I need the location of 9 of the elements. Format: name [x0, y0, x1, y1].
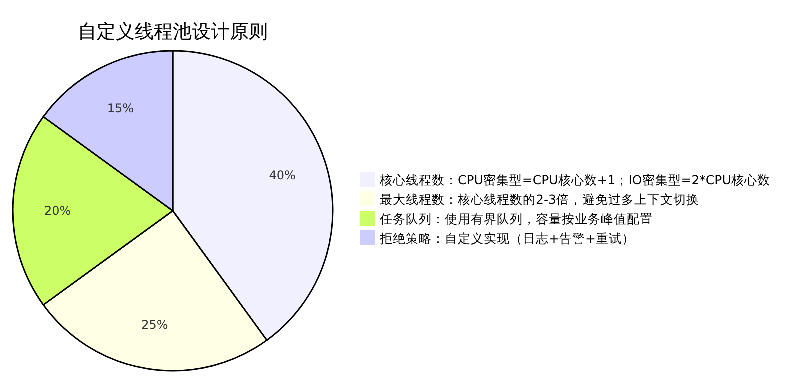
chart-title: 自定义线程池设计原则 [78, 21, 268, 43]
slice-label: 核心线程数：CPU密集型=CPU核心数+1；IO密集型=2*CPU核心数 [379, 172, 770, 188]
data-label: 40% [269, 168, 296, 182]
data-label: 15% [107, 101, 134, 116]
data-label: 25% [142, 318, 168, 332]
data-label: 20% [44, 204, 72, 218]
legend-label: 拒绝策略：自定义实现（日志+告警+重试） [379, 231, 635, 246]
legend-label: 最大线程数：核心线程数的2-3倍，避免过多上下文切换 [380, 192, 700, 207]
legend-label: 任务队列：使用有界队列，容量按业务峰值配置 [379, 212, 653, 226]
